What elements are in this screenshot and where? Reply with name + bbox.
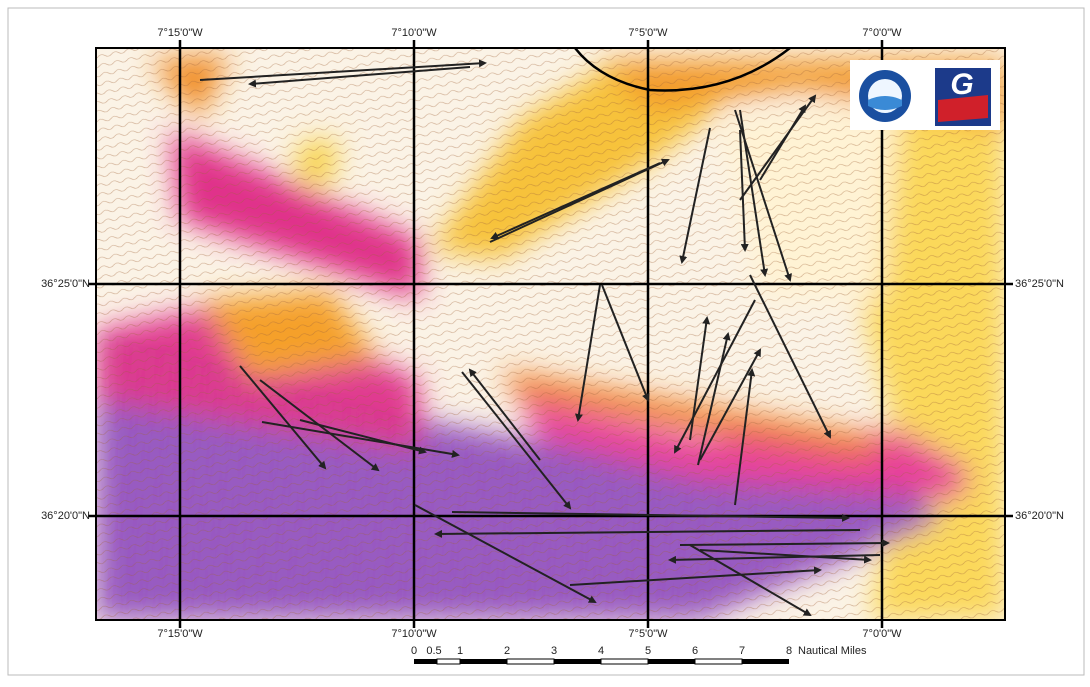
logo-text: G [950, 68, 973, 101]
longitude-label: 7°5'0"W [628, 27, 668, 39]
bathymetry [96, 48, 1005, 620]
latitude-label: 36°20'0"N [41, 510, 90, 522]
longitude-label: 7°0'0"W [862, 628, 902, 640]
latitude-label: 36°25'0"N [41, 278, 90, 290]
scale-label: 0 [411, 645, 417, 657]
map-figure: G 7°15'0"W 7°10'0"W 7°5'0"W 7°0'0"W 7°15… [0, 0, 1090, 682]
scale-label: 8 [786, 645, 792, 657]
scale-label: 5 [645, 645, 651, 657]
longitude-label: 7°15'0"W [157, 27, 203, 39]
scale-label: 6 [692, 645, 698, 657]
latitude-label: 36°25'0"N [1015, 278, 1064, 290]
longitude-label: 7°15'0"W [157, 628, 203, 640]
scale-label: 0.5 [426, 645, 441, 657]
scale-label: 4 [598, 645, 604, 657]
scale-label: 7 [739, 645, 745, 657]
scale-label: 2 [504, 645, 510, 657]
longitude-label: 7°10'0"W [391, 628, 437, 640]
logos: G [850, 60, 1000, 130]
latitude-label: 36°20'0"N [1015, 510, 1064, 522]
longitude-label: 7°5'0"W [628, 628, 668, 640]
scale-unit: Nautical Miles [798, 645, 867, 657]
scale-label: 3 [551, 645, 557, 657]
longitude-label: 7°10'0"W [391, 27, 437, 39]
scale-label: 1 [457, 645, 463, 657]
longitude-label: 7°0'0"W [862, 27, 902, 39]
